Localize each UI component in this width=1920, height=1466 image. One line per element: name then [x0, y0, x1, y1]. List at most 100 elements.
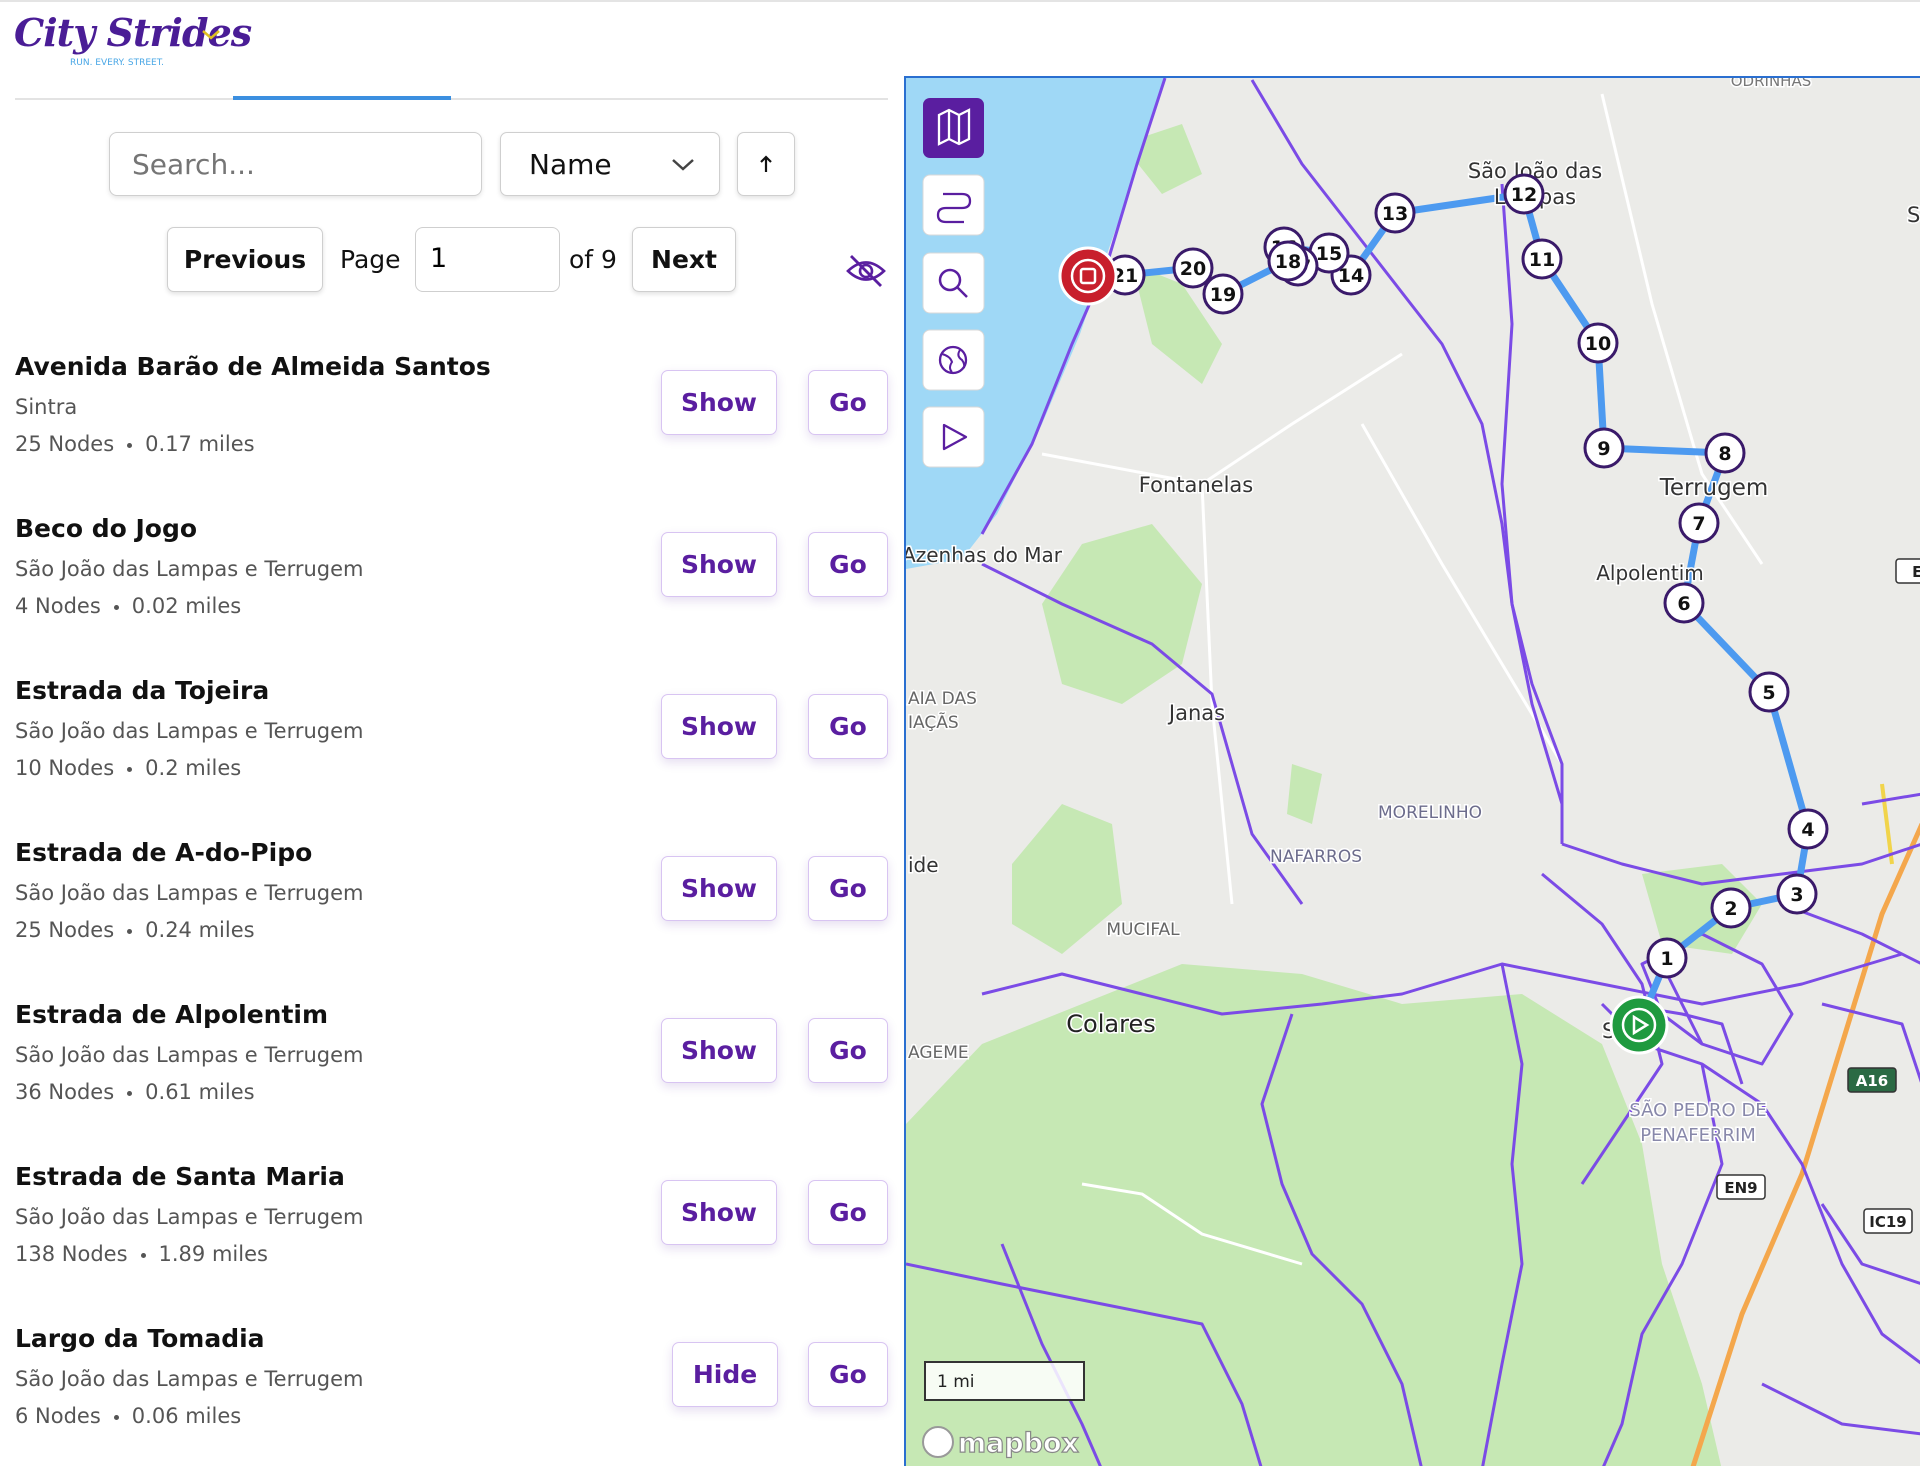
street-stats: 138 Nodes1.89 miles	[15, 1242, 268, 1266]
place-label: MORELINHO	[1378, 803, 1482, 823]
route-marker-label: 2	[1724, 898, 1737, 920]
street-name: Estrada da Tojeira	[15, 676, 269, 705]
place-label: Azenhas do Mar	[904, 543, 1063, 567]
page-label: Page	[340, 245, 401, 274]
go-button[interactable]: Go	[808, 370, 888, 435]
go-button[interactable]: Go	[808, 532, 888, 597]
toggle-button[interactable]: Show	[661, 856, 777, 921]
toggle-button[interactable]: Show	[661, 370, 777, 435]
distance: 0.61 miles	[145, 1080, 254, 1104]
place-label: Sil	[1907, 203, 1920, 227]
route-marker-label: 18	[1275, 251, 1301, 273]
route-marker-label: 20	[1180, 258, 1206, 280]
place-label: Terrugem	[1659, 475, 1769, 501]
play-button[interactable]	[923, 407, 984, 467]
go-button[interactable]: Go	[808, 694, 888, 759]
go-button[interactable]: Go	[808, 1180, 888, 1245]
previous-button[interactable]: Previous	[167, 227, 323, 292]
scale-label: 1 mi	[937, 1372, 975, 1392]
tagline: RUN. EVERY. STREET.	[70, 58, 164, 68]
node-count: 25 Nodes	[15, 918, 114, 942]
route-marker-label: 5	[1762, 682, 1775, 704]
logo[interactable]: City Strides RUN. EVERY. STREET.	[14, 6, 214, 76]
place-label: Fontanelas	[1139, 473, 1253, 497]
route-end[interactable]	[1060, 248, 1116, 304]
road-shield-label: A16	[1856, 1072, 1888, 1090]
logo-caret[interactable]	[200, 28, 222, 42]
distance: 0.17 miles	[145, 432, 254, 456]
search-input[interactable]	[109, 132, 482, 196]
separator	[127, 929, 132, 934]
street-stats: 36 Nodes0.61 miles	[15, 1080, 255, 1104]
place-label: Colares	[1066, 1010, 1155, 1038]
street-row: Estrada da Tojeira São João das Lampas e …	[0, 676, 900, 826]
tab-active[interactable]	[233, 96, 451, 100]
route-marker-label: 11	[1529, 249, 1555, 271]
hide-toggle[interactable]	[845, 252, 887, 290]
place-label: AIA DAS	[908, 689, 977, 709]
toggle-button[interactable]: Show	[661, 1018, 777, 1083]
street-area: São João das Lampas e Terrugem	[15, 557, 364, 581]
page-total: of 9	[569, 245, 617, 274]
route-marker-label: 1	[1660, 948, 1673, 970]
place-label: Alpolentim	[1596, 561, 1704, 585]
distance: 0.2 miles	[145, 756, 241, 780]
go-button[interactable]: Go	[808, 1342, 888, 1407]
route-button[interactable]	[923, 175, 984, 235]
street-area: São João das Lampas e Terrugem	[15, 1043, 364, 1067]
attribution[interactable]: mapbox	[958, 1428, 1079, 1459]
page-input[interactable]: 1	[415, 227, 560, 292]
street-row: Avenida Barão de Almeida SantosSintra25 …	[0, 352, 900, 502]
street-name: Beco do Jogo	[15, 514, 197, 543]
road-shield-label: EN9	[1724, 1179, 1757, 1197]
street-stats: 6 Nodes 0.06 miles	[15, 1404, 241, 1428]
route-marker-label: 13	[1382, 203, 1408, 225]
route-start[interactable]	[1611, 997, 1667, 1053]
sort-select[interactable]: Name	[500, 132, 720, 196]
place-label: MUCIFAL	[1106, 920, 1180, 940]
route-marker-label: 3	[1790, 884, 1803, 906]
node-count: 25 Nodes	[15, 432, 114, 456]
map[interactable]: ODRINHASSão João dasLampasSilFontanelasT…	[904, 76, 1920, 1466]
separator	[114, 1415, 119, 1420]
route-marker-label: 12	[1511, 184, 1537, 206]
map-controls	[923, 98, 984, 467]
toggle-button[interactable]: Show	[661, 532, 777, 597]
next-button[interactable]: Next	[632, 227, 736, 292]
separator	[114, 605, 119, 610]
place-label: ide	[908, 853, 939, 877]
mapbox-logo	[923, 1427, 953, 1457]
node-count: 6 Nodes	[15, 1404, 101, 1428]
street-stats: 10 Nodes0.2 miles	[15, 756, 241, 780]
place-label: ODRINHAS	[1731, 76, 1812, 90]
route-marker-label: 8	[1718, 443, 1731, 465]
street-area: Sintra	[15, 395, 77, 419]
toggle-button[interactable]: Hide	[672, 1342, 778, 1407]
street-name: Estrada de A-do-Pipo	[15, 838, 312, 867]
go-button[interactable]: Go	[808, 1018, 888, 1083]
go-button[interactable]: Go	[808, 856, 888, 921]
street-name: Estrada de Alpolentim	[15, 1000, 328, 1029]
sort-direction[interactable]	[737, 132, 795, 196]
street-area: São João das Lampas e Terrugem	[15, 719, 364, 743]
separator	[141, 1253, 146, 1258]
route-marker-label: 7	[1692, 513, 1705, 535]
road-shield-label: EI	[1912, 563, 1920, 581]
toggle-button[interactable]: Show	[661, 1180, 777, 1245]
distance: 0.24 miles	[145, 918, 254, 942]
node-count: 138 Nodes	[15, 1242, 128, 1266]
place-label: AGEME	[908, 1043, 969, 1063]
node-count: 4 Nodes	[15, 594, 101, 618]
road-shield-label: IC19	[1869, 1213, 1906, 1231]
globe-button[interactable]	[923, 330, 984, 390]
route-marker-label: 10	[1585, 333, 1611, 355]
map-style-button[interactable]	[923, 98, 984, 158]
distance: 0.02 miles	[132, 594, 241, 618]
distance: 0.06 miles	[132, 1404, 241, 1428]
street-row: Estrada de Santa MariaSão João das Lampa…	[0, 1162, 900, 1312]
street-area: São João das Lampas e Terrugem	[15, 1367, 364, 1391]
toggle-button[interactable]: Show	[661, 694, 777, 759]
search-map-button[interactable]	[923, 253, 984, 313]
route-marker-label: 6	[1677, 593, 1690, 615]
separator	[127, 767, 132, 772]
